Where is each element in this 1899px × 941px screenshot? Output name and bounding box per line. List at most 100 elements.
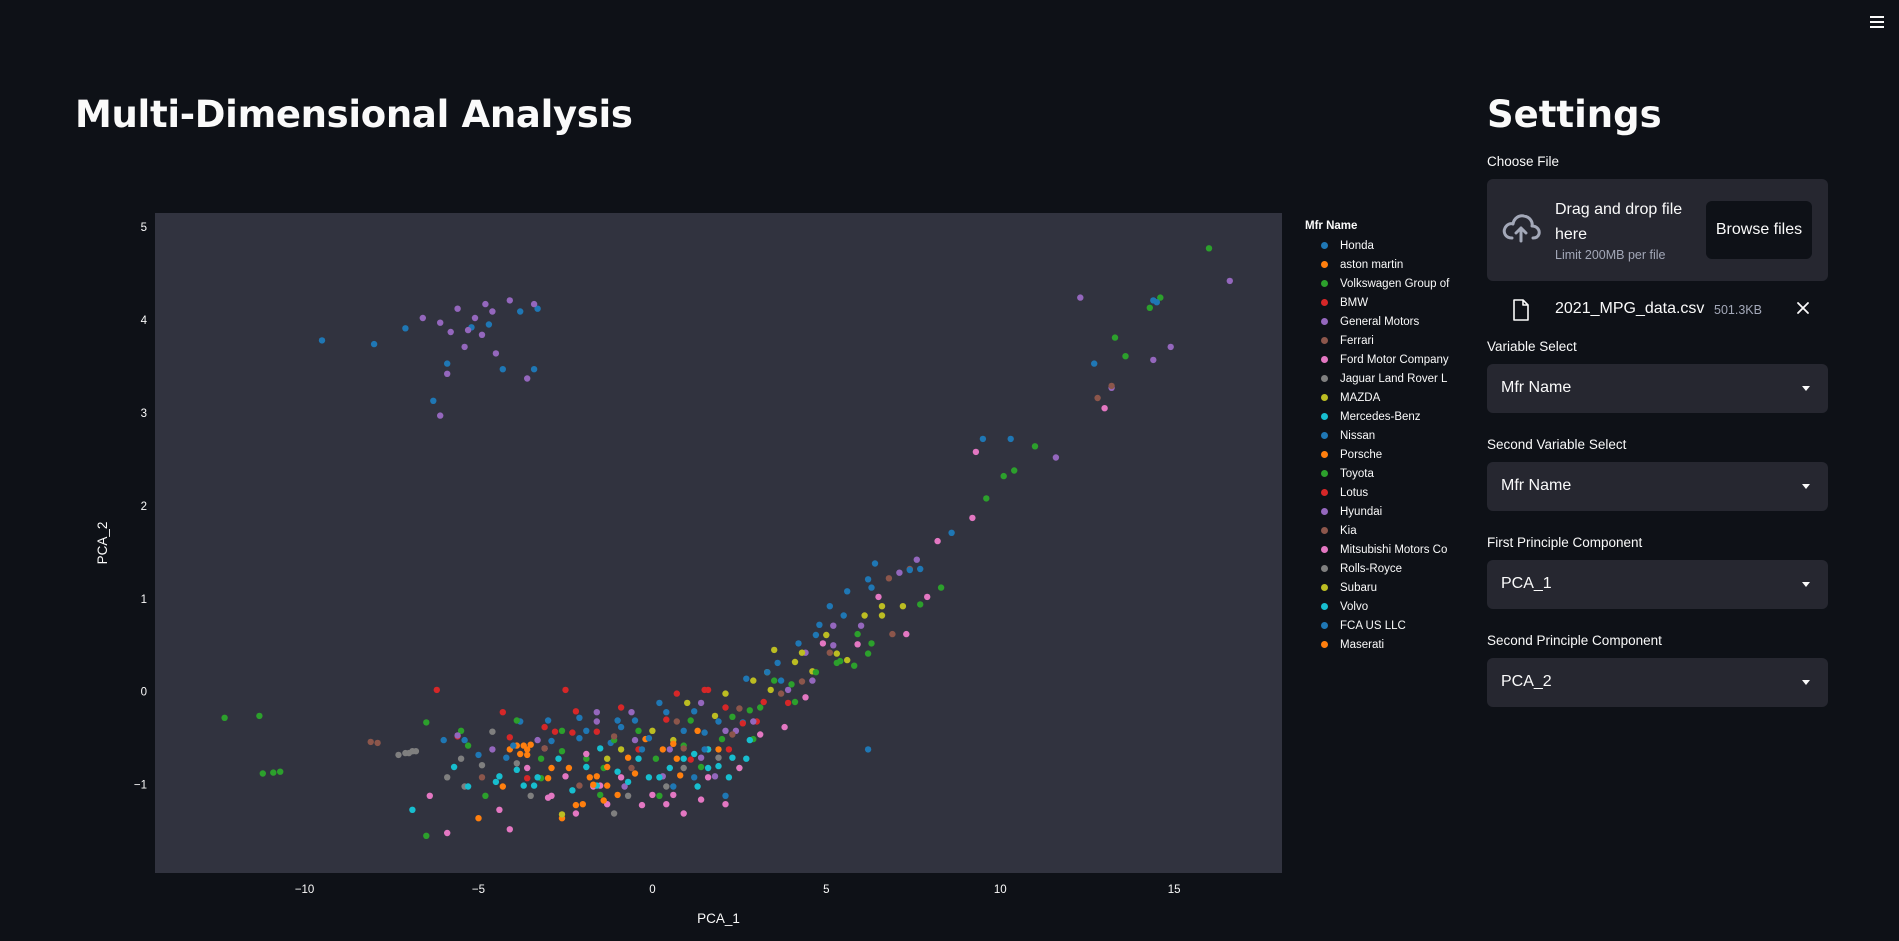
scatter-point — [795, 640, 802, 647]
legend-item[interactable]: MAZDA — [1305, 388, 1449, 407]
scatter-point — [572, 810, 580, 817]
scatter-point — [517, 308, 524, 315]
legend-marker — [1321, 318, 1328, 325]
legend-label: Maserati — [1340, 638, 1385, 651]
scatter-point — [722, 801, 729, 808]
y-tick-label: 5 — [141, 222, 147, 234]
legend-item[interactable]: Toyota — [1305, 464, 1449, 483]
legend-item[interactable]: FCA US LLC — [1305, 616, 1449, 635]
scatter-point — [614, 791, 621, 799]
y-tick-label: −1 — [134, 780, 147, 792]
scatter-point — [771, 677, 778, 684]
second-component-select[interactable]: PCA_2 — [1487, 658, 1828, 707]
scatter-point — [1108, 382, 1115, 390]
scatter-point — [729, 754, 736, 761]
settings-title: Settings — [1487, 93, 1662, 136]
second-variable-select-label: Second Variable Select — [1487, 437, 1627, 452]
scatter-point — [513, 717, 520, 724]
browse-files-button[interactable]: Browse files — [1706, 201, 1812, 259]
first-component-select-value: PCA_1 — [1501, 575, 1552, 592]
second-component-select-value: PCA_2 — [1501, 673, 1552, 690]
scatter-point — [750, 677, 757, 684]
legend-item[interactable]: Nissan — [1305, 426, 1449, 445]
scatter-point — [1007, 435, 1014, 443]
scatter-point — [558, 727, 566, 734]
scatter-point — [969, 514, 976, 522]
x-tick-label: 0 — [649, 884, 655, 896]
scatter-point — [917, 601, 924, 608]
scatter-point — [614, 768, 621, 775]
scatter-point — [697, 796, 705, 803]
scatter-point — [562, 686, 569, 694]
scatter-point — [430, 397, 437, 404]
scatter-point — [1226, 277, 1234, 285]
legend-item[interactable]: Ford Motor Company — [1305, 350, 1449, 369]
legend-item[interactable]: BMW — [1305, 293, 1449, 312]
scatter-point — [631, 717, 639, 724]
remove-file-button[interactable] — [1796, 299, 1810, 319]
legend-item[interactable]: Mitsubishi Motors Co — [1305, 540, 1449, 559]
second-variable-select[interactable]: Mfr Name — [1487, 462, 1828, 511]
scatter-point — [318, 337, 326, 344]
legend-item[interactable]: Mercedes-Benz — [1305, 407, 1449, 426]
x-tick-label: 5 — [823, 884, 829, 896]
y-tick-label: 0 — [141, 687, 147, 699]
uploaded-file-size: 501.3KB — [1714, 303, 1762, 317]
first-component-select[interactable]: PCA_1 — [1487, 560, 1828, 609]
scatter-point — [844, 656, 851, 664]
scatter-point — [823, 631, 830, 639]
legend-item[interactable]: Maserati — [1305, 635, 1449, 654]
legend-item[interactable]: Honda — [1305, 236, 1449, 255]
scatter-point — [492, 778, 500, 786]
scatter-point — [610, 733, 618, 740]
scatter-point — [461, 343, 468, 351]
plot-area — [155, 213, 1282, 873]
scatter-point — [868, 640, 875, 647]
scatter-point — [715, 762, 722, 770]
legend-item[interactable]: Lotus — [1305, 483, 1449, 502]
scatter-point — [548, 737, 555, 745]
scatter-point — [576, 735, 583, 742]
legend-item[interactable]: Ferrari — [1305, 331, 1449, 350]
scatter-point — [593, 718, 600, 725]
legend-marker — [1321, 356, 1328, 363]
legend-label: FCA US LLC — [1340, 619, 1406, 632]
file-icon — [1512, 299, 1530, 326]
scatter-point — [711, 712, 719, 720]
scatter-point — [885, 575, 893, 582]
legend-marker — [1321, 242, 1328, 249]
scatter-point — [746, 707, 753, 714]
scatter-point — [537, 755, 545, 762]
scatter-point — [704, 686, 712, 694]
scatter-point — [583, 763, 590, 771]
legend-item[interactable]: General Motors — [1305, 312, 1449, 331]
legend-item[interactable]: Porsche — [1305, 445, 1449, 464]
scatter-point — [1077, 294, 1084, 301]
scatter-point — [586, 774, 593, 781]
legend-item[interactable]: Volvo — [1305, 597, 1449, 616]
scatter-point — [572, 708, 580, 715]
scatter-point — [524, 751, 531, 759]
scatter-point — [489, 746, 496, 753]
hamburger-menu-button[interactable] — [1867, 12, 1887, 32]
legend-item[interactable]: Jaguar Land Rover L — [1305, 369, 1449, 388]
scatter-point — [757, 731, 764, 738]
scatter-point — [861, 612, 868, 619]
legend-item[interactable]: Volkswagen Group of — [1305, 274, 1449, 293]
scatter-point — [924, 593, 931, 601]
legend-item[interactable]: Kia — [1305, 521, 1449, 540]
legend-item[interactable]: aston martin — [1305, 255, 1449, 274]
file-dropzone[interactable]: Drag and drop file here Limit 200MB per … — [1487, 179, 1828, 281]
variable-select[interactable]: Mfr Name — [1487, 364, 1828, 413]
legend-item[interactable]: Hyundai — [1305, 502, 1449, 521]
scatter-point — [791, 698, 799, 706]
legend-label: Mitsubishi Motors Co — [1340, 543, 1448, 556]
legend-marker — [1321, 546, 1328, 553]
legend-label: Ford Motor Company — [1340, 353, 1449, 366]
scatter-point — [694, 783, 701, 790]
legend-item[interactable]: Subaru — [1305, 578, 1449, 597]
legend-item[interactable]: Rolls-Royce — [1305, 559, 1449, 578]
scatter-point — [604, 755, 611, 762]
legend-marker — [1321, 394, 1328, 401]
